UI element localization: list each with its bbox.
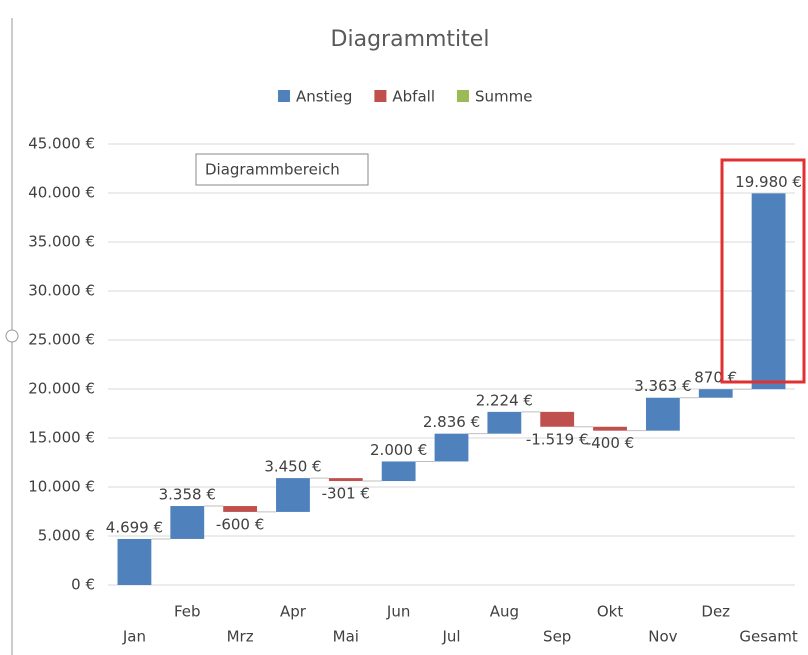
- highlight-box: [720, 158, 806, 384]
- value-label: 19.980 €: [735, 173, 802, 191]
- x-tick-label: Apr: [280, 603, 307, 621]
- value-label: 2.836 €: [423, 413, 480, 431]
- x-tick-label: Jun: [386, 603, 410, 621]
- x-tick-label: Okt: [597, 603, 623, 621]
- legend-label: Anstieg: [296, 88, 352, 106]
- grid: 0 € 5.000 € 10.000 € 15.000 € 20.000 € 25.000…: [28, 135, 795, 594]
- x-tick-label: Sep: [543, 628, 571, 646]
- bar: [170, 506, 205, 539]
- legend-swatch: [374, 90, 387, 102]
- legend-swatch: [278, 90, 290, 102]
- value-label: -600 €: [216, 515, 264, 533]
- bar: [276, 478, 310, 512]
- selection-handle: [5, 329, 19, 343]
- bar: [223, 506, 258, 512]
- y-tick-label: 20.000 €: [28, 380, 95, 398]
- x-tick-label: Mai: [333, 628, 359, 646]
- x-tick-label: Jul: [441, 628, 460, 646]
- value-label: 3.363 €: [634, 377, 691, 395]
- value-label: 2.000 €: [370, 441, 427, 459]
- y-tick-label: 40.000 €: [28, 184, 95, 202]
- value-label: 4.699 €: [106, 518, 163, 536]
- x-tick-label: Dez: [701, 603, 730, 621]
- x-tick-label: Aug: [490, 603, 519, 621]
- bar: [381, 461, 416, 482]
- value-label: -301 €: [322, 485, 370, 503]
- y-tick-label: 35.000 €: [28, 233, 95, 251]
- marks: 4.699 € Jan 3.358 € Feb -600 € Mrz 3.450 € Apr -…: [106, 173, 802, 646]
- tooltip: Diagrammbereich: [205, 161, 340, 179]
- legend-label: Summe: [475, 88, 532, 106]
- bar: [698, 389, 733, 398]
- bar: [645, 397, 680, 431]
- bar: [540, 411, 575, 427]
- bar: [434, 433, 469, 462]
- bar: [751, 193, 786, 390]
- bar: [487, 411, 522, 434]
- value-label: -1.519 €: [526, 430, 589, 448]
- y-tick-label: 30.000 €: [28, 282, 95, 300]
- legend: Anstieg Abfall Summe: [278, 88, 532, 106]
- bar: [328, 478, 363, 482]
- x-tick-label: Feb: [174, 603, 201, 621]
- y-tick-label: 45.000 €: [28, 135, 95, 153]
- legend-swatch: [456, 90, 469, 102]
- value-label: 3.450 €: [264, 458, 321, 476]
- y-tick-label: 25.000 €: [28, 331, 95, 349]
- value-label: 870 €: [694, 369, 737, 387]
- x-tick-label: Gesamt: [739, 628, 797, 646]
- y-tick-label: 0 €: [71, 576, 95, 594]
- legend-label: Abfall: [392, 88, 435, 106]
- y-tick-label: 15.000 €: [28, 429, 95, 447]
- chart-title: Diagrammtitel: [331, 27, 490, 52]
- value-label: -400 €: [586, 434, 634, 452]
- value-label: 2.224 €: [476, 391, 533, 409]
- x-tick-label: Mrz: [227, 628, 254, 646]
- bar: [117, 538, 152, 585]
- y-tick-label: 10.000 €: [28, 478, 95, 496]
- tooltip-box: [195, 153, 369, 186]
- bar: [593, 426, 627, 431]
- value-label: 3.358 €: [159, 486, 216, 504]
- x-tick-label: Nov: [648, 628, 677, 646]
- y-tick-label: 5.000 €: [38, 527, 95, 545]
- x-tick-label: Jan: [122, 628, 146, 646]
